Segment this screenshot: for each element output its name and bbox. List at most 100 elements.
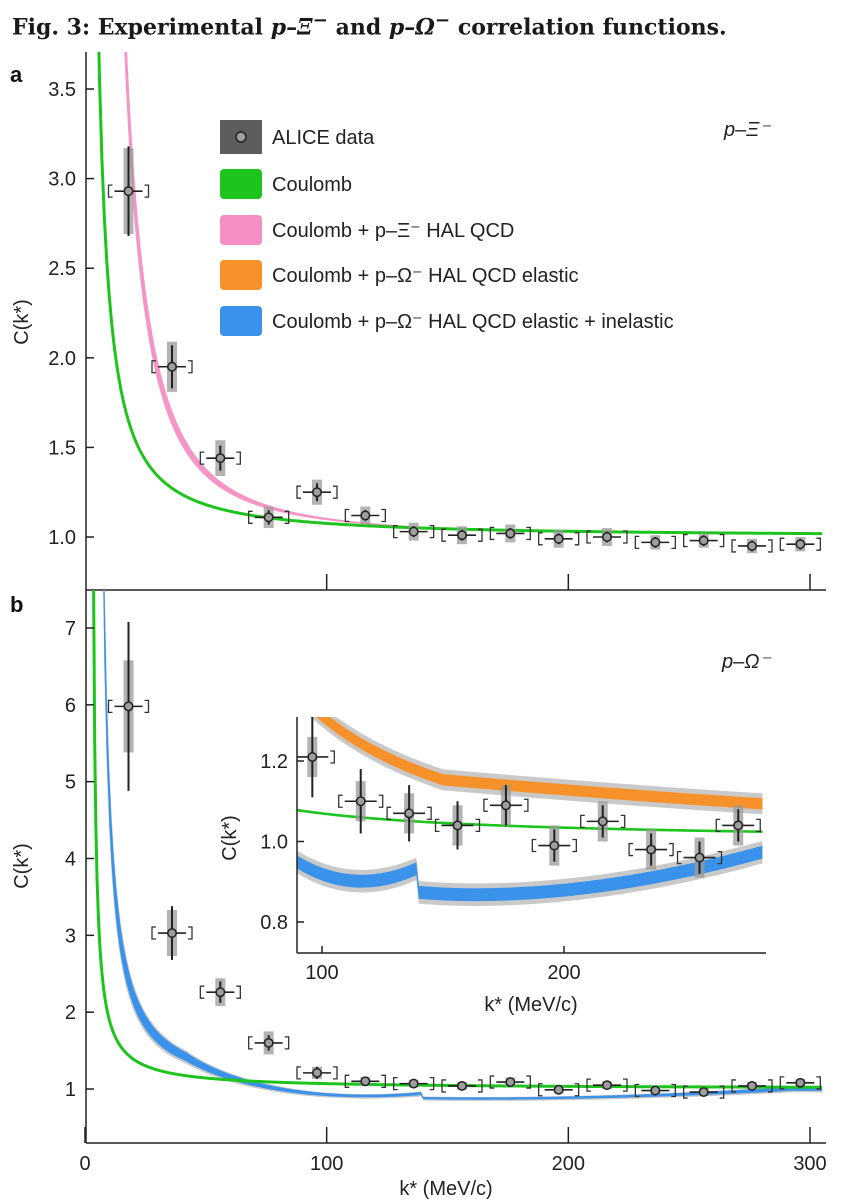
- data-bracket-left: [538, 532, 543, 546]
- data-bracket-right: [671, 535, 676, 550]
- data-point: [123, 701, 134, 712]
- inset: 0.8 1.0 1.2 100 200 k* (MeV/c) C(k*): [219, 717, 766, 1016]
- data-bracket-left: [441, 1079, 446, 1093]
- data-bracket-right: [478, 528, 483, 542]
- data-point: [698, 535, 709, 546]
- data-bracket-left: [290, 751, 294, 763]
- data-bracket-left: [338, 794, 343, 808]
- ylabel-a: C(k*): [11, 299, 33, 345]
- data-point: [215, 987, 226, 998]
- legend-label-xi_hal: Coulomb + p–Ξ⁻ HAL QCD: [272, 220, 514, 242]
- data-point: [408, 1078, 419, 1089]
- inset-ytick-label: 1.2: [260, 751, 288, 773]
- inset-xtick-label: 100: [305, 962, 338, 984]
- data-bracket-left: [628, 842, 634, 857]
- data-bracket-left: [199, 985, 205, 999]
- legend-label-om_el: Coulomb + p–Ω⁻ HAL QCD elastic: [272, 265, 579, 287]
- data-point: [457, 1080, 467, 1091]
- data-bracket-left: [676, 850, 682, 865]
- data-bracket-right: [756, 818, 761, 833]
- data-bracket-right: [188, 360, 193, 374]
- data-bracket-right: [572, 838, 577, 853]
- data-bracket-left: [393, 1076, 398, 1091]
- data-bracket-left: [248, 1036, 253, 1050]
- inset-ylabel: C(k*): [219, 815, 241, 861]
- data-point: [307, 752, 318, 762]
- data-bracket-left: [296, 485, 301, 499]
- ytick-label-b: 4: [65, 849, 76, 871]
- data-point: [602, 1080, 612, 1091]
- data-bracket-left: [683, 533, 688, 548]
- data-bracket-left: [199, 451, 205, 465]
- ytick-label-b: 1: [65, 1079, 76, 1101]
- data-point: [452, 820, 463, 831]
- data-bracket-left: [580, 814, 585, 829]
- data-point: [549, 840, 560, 851]
- data-point: [360, 510, 371, 521]
- data-point: [457, 530, 467, 541]
- inset-ytick-label: 0.8: [260, 912, 288, 934]
- legend-label-om_inel: Coulomb + p–Ω⁻ HAL QCD elastic + inelast…: [272, 311, 674, 333]
- xtick-label-b: 0: [79, 1153, 90, 1175]
- data-point: [263, 1037, 274, 1048]
- data-bracket-left: [779, 1076, 785, 1090]
- data-point: [553, 1084, 564, 1095]
- data-point: [167, 361, 177, 372]
- figure-title: Fig. 3: Experimental p–Ξ− and p–Ω− corre…: [12, 10, 727, 41]
- ytick-label-b: 7: [65, 618, 76, 640]
- data-bracket-left: [151, 926, 156, 940]
- ytick-label-a: 3.0: [48, 169, 76, 191]
- data-bracket-right: [144, 184, 150, 198]
- xtick-label-b: 300: [793, 1153, 826, 1175]
- data-bracket-left: [634, 1083, 640, 1098]
- panel-b-plot: [92, 590, 823, 1101]
- data-point: [646, 844, 657, 855]
- data-bracket-left: [731, 1079, 736, 1093]
- data-point: [650, 1085, 661, 1096]
- xtick-label-b: 100: [310, 1153, 343, 1175]
- data-bracket-right: [427, 806, 432, 820]
- data-bracket-right: [768, 539, 773, 553]
- xtick-label-b: 200: [552, 1153, 585, 1175]
- data-bracket-left: [489, 526, 495, 541]
- data-bracket-right: [671, 1083, 676, 1098]
- legend-swatch-om_el: [220, 260, 262, 290]
- ytick-label-b: 2: [65, 1002, 76, 1024]
- data-bracket-right: [719, 533, 725, 548]
- panel-label-b: b: [10, 592, 23, 617]
- data-point: [500, 800, 511, 811]
- data-point: [263, 512, 274, 523]
- data-bracket-left: [483, 798, 488, 812]
- data-bracket-left: [586, 530, 591, 544]
- data-bracket-right: [623, 530, 628, 544]
- data-bracket-left: [683, 1085, 688, 1099]
- data-bracket-right: [429, 524, 435, 539]
- data-bracket-right: [236, 985, 241, 999]
- data-bracket-right: [475, 818, 481, 833]
- data-point: [355, 796, 366, 807]
- data-bracket-right: [620, 814, 626, 829]
- data-point: [698, 1087, 709, 1098]
- ytick-label-a: 3.5: [48, 79, 76, 101]
- panel-a-plot: [97, 52, 823, 554]
- data-bracket-right: [719, 1085, 725, 1099]
- system-label-b: p–Ω⁻: [721, 651, 771, 673]
- data-bracket-right: [526, 1075, 531, 1089]
- legend-swatch-om_inel: [220, 306, 262, 336]
- data-bracket-left: [296, 1066, 301, 1080]
- data-bracket-left: [248, 510, 253, 524]
- inset-ytick-label: 1.0: [260, 832, 288, 854]
- xlabel-b: k* (MeV/c): [399, 1178, 492, 1200]
- data-point: [747, 541, 757, 551]
- data-point: [597, 816, 608, 827]
- data-bracket-left: [344, 1074, 350, 1088]
- legend-label-data: ALICE data: [272, 127, 375, 149]
- data-point: [167, 928, 177, 938]
- legend-swatch-coulomb: [220, 169, 262, 199]
- data-bracket-left: [441, 528, 446, 542]
- data-bracket-right: [333, 1066, 338, 1080]
- panel-b: 1 2 3 4 5 6 7 0 100 200 300 k* (MeV/c) C(k*) p–Ω⁻ b: [10, 590, 827, 1200]
- data-bracket-right: [381, 508, 386, 523]
- data-bracket-right: [284, 1036, 290, 1050]
